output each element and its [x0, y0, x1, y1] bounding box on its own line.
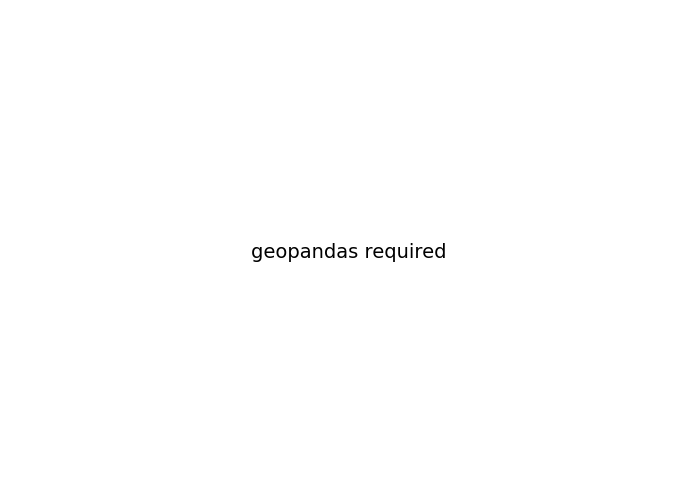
Text: geopandas required: geopandas required — [251, 243, 446, 262]
